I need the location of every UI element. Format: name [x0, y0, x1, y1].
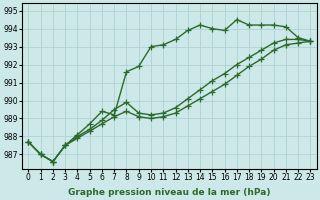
- X-axis label: Graphe pression niveau de la mer (hPa): Graphe pression niveau de la mer (hPa): [68, 188, 271, 197]
